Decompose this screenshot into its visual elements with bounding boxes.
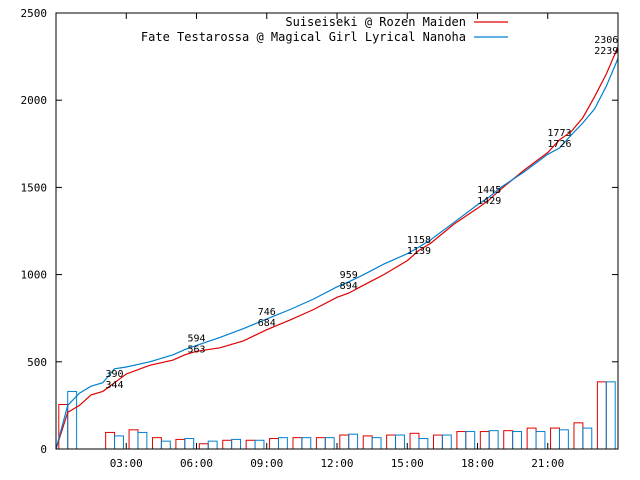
x-axis-tick-labels: 03:00 06:00 09:00 12:00 15:00 18:00 21:00 (110, 457, 565, 470)
annotation-bottom: 1139 (407, 246, 431, 257)
annotation-bottom: 684 (258, 318, 276, 329)
cumulative-lines (55, 46, 619, 450)
annotation-top: 1158 (407, 235, 431, 246)
annotation-top: 959 (340, 270, 358, 281)
x-tick-label: 03:00 (110, 457, 143, 470)
y-tick-label: 2500 (21, 7, 48, 20)
x-tick-label: 09:00 (250, 457, 283, 470)
annotation-bottom: 1726 (547, 139, 571, 150)
annotation-top: 594 (187, 333, 205, 344)
annotation-bottom: 563 (187, 344, 205, 355)
annotation-top: 1773 (547, 128, 571, 139)
annotation-bottom: 1429 (477, 196, 501, 207)
y-tick-label: 0 (40, 443, 47, 456)
plot-frame (55, 12, 619, 450)
annotation-top: 2306 (594, 35, 618, 46)
annotation-bottom: 894 (340, 281, 358, 292)
x-tick-label: 12:00 (320, 457, 353, 470)
x-tick-label: 18:00 (461, 457, 494, 470)
annotation-top: 390 (106, 369, 124, 380)
series-line-1 (55, 46, 619, 450)
y-tick-label: 1500 (21, 181, 48, 194)
x-tick-label: 15:00 (391, 457, 424, 470)
y-tick-label: 500 (27, 356, 47, 369)
legend-label-1: Suiseiseki @ Rozen Maiden (285, 15, 466, 29)
legend-label-2: Fate Testarossa @ Magical Girl Lyrical N… (141, 30, 466, 44)
annotation-bottom: 2239 (594, 46, 618, 57)
x-tick-label: 06:00 (180, 457, 213, 470)
y-tick-label: 2000 (21, 94, 48, 107)
annotation-top: 1445 (477, 185, 501, 196)
x-tick-label: 21:00 (531, 457, 564, 470)
y-axis-tick-labels: 0 500 1000 1500 2000 2500 (21, 7, 48, 456)
y-tick-label: 1000 (21, 269, 48, 282)
annotation-bottom: 344 (106, 380, 124, 391)
annotation-top: 746 (258, 307, 276, 318)
series-line-2 (55, 58, 619, 450)
